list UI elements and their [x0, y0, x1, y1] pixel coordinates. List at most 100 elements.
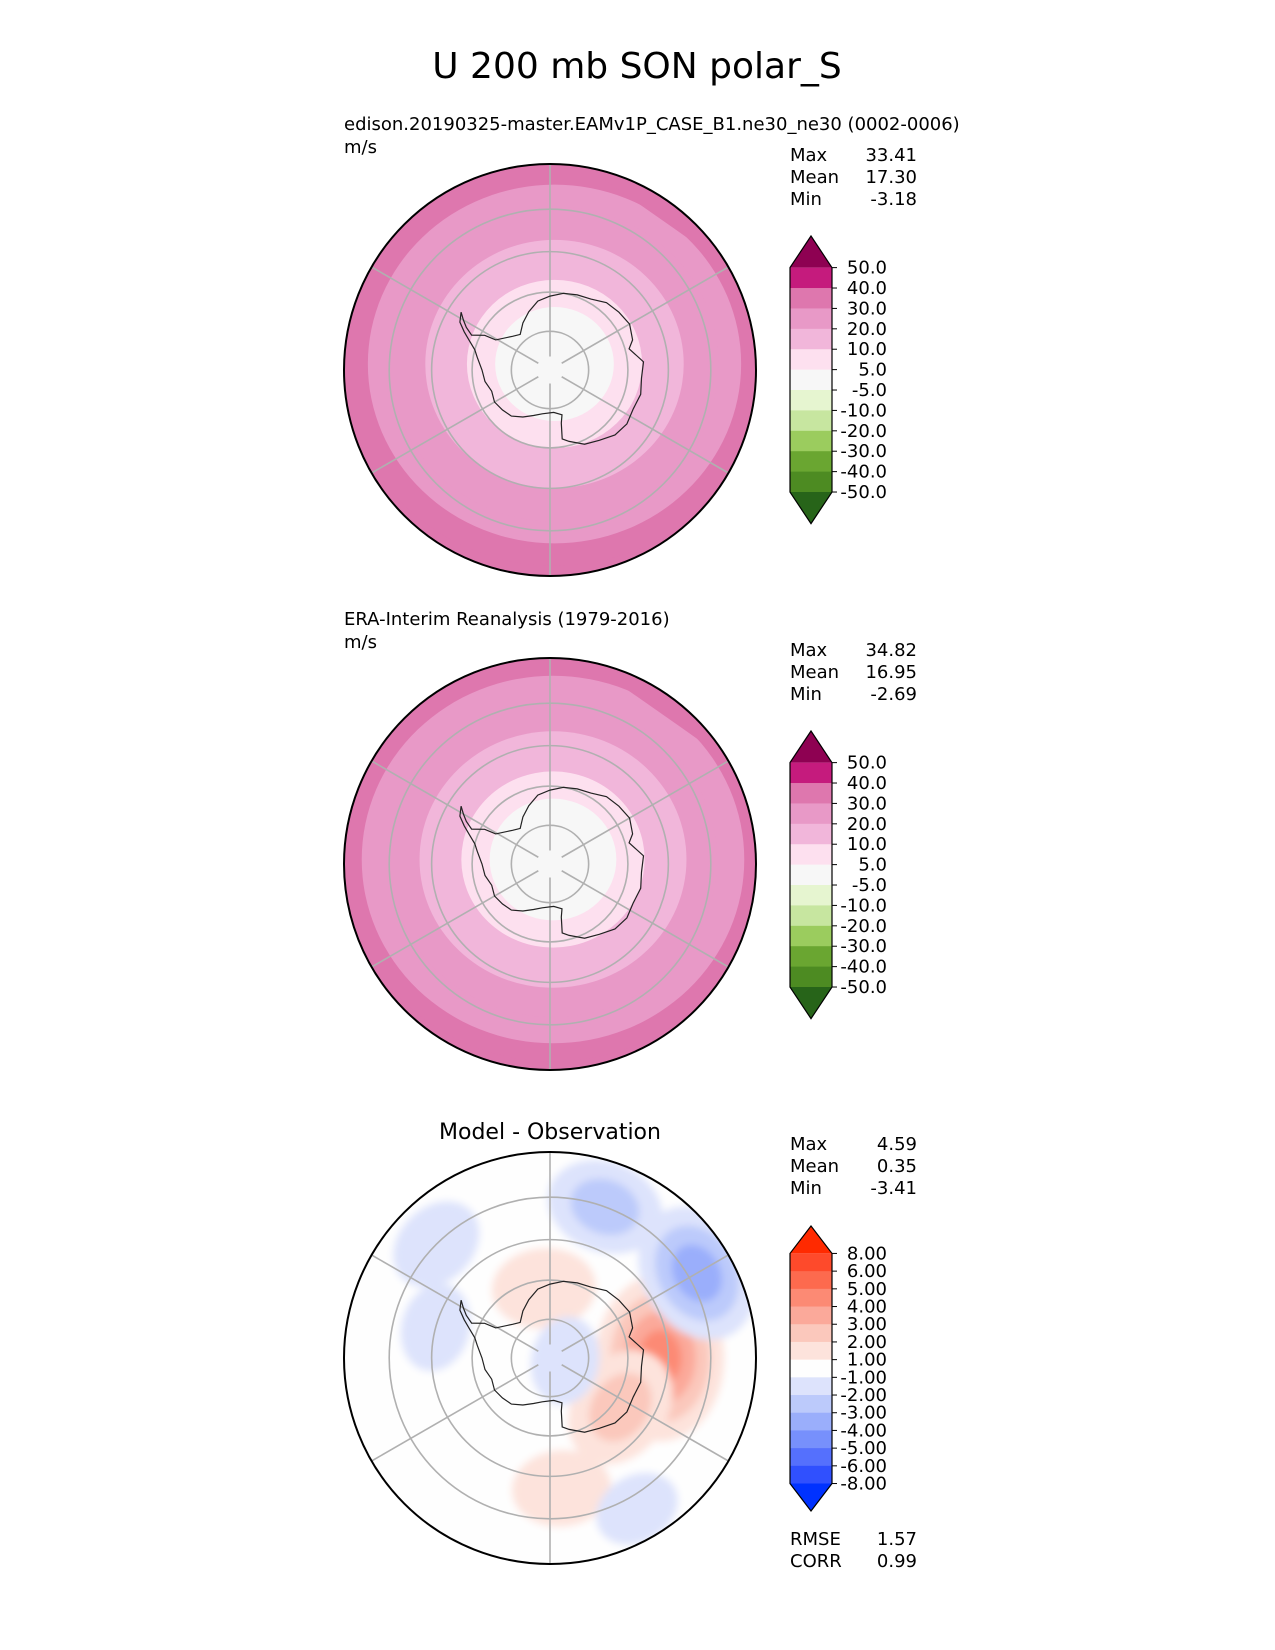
stat-mean-label: Mean — [790, 1156, 839, 1177]
graticule-meridian — [371, 266, 539, 364]
colorbar-segment — [790, 885, 832, 906]
colorbar-tick-label: -20.0 — [840, 421, 887, 442]
graticule-meridian — [561, 1364, 729, 1462]
panel-obs-map-boundary — [343, 657, 757, 1071]
colorbar-tick-label: -5.0 — [852, 875, 887, 896]
graticule-meridian — [371, 760, 539, 858]
colorbar-segment — [790, 1430, 832, 1449]
colorbar-tick-label: -30.0 — [840, 441, 887, 462]
colorbar-segment — [790, 1448, 832, 1467]
stat-rmse-label: RMSE — [790, 1529, 841, 1550]
colorbar-segment — [790, 288, 832, 309]
field-anomaly — [491, 1248, 596, 1329]
colorbar-tick-label: 2.00 — [847, 1332, 887, 1353]
stat-max-value: 33.41 — [865, 145, 917, 166]
panel-diff-colorbar: 8.006.005.004.003.002.001.00-1.00-2.00-3… — [789, 1225, 887, 1512]
stat-min-label: Min — [790, 1178, 822, 1199]
graticule-meridian — [561, 870, 729, 968]
colorbar-tick-label: 5.00 — [847, 1279, 887, 1300]
stat-max-label: Max — [790, 640, 828, 661]
colorbar-segment — [790, 1306, 832, 1325]
panel-model: edison.20190325-master.EAMv1P_CASE_B1.ne… — [343, 114, 960, 577]
panel-obs-units: m/s — [344, 632, 377, 653]
colorbar-tick-label: -8.00 — [840, 1474, 887, 1495]
stat-min-label: Min — [790, 189, 822, 210]
colorbar-tick-label: -2.00 — [840, 1385, 887, 1406]
colorbar-segment — [790, 905, 832, 927]
colorbar-extend-min — [790, 1483, 832, 1511]
colorbar-segment — [790, 783, 832, 804]
panel-obs: ERA-Interim Reanalysis (1979-2016) m/s M… — [343, 609, 917, 1071]
colorbar-tick-label: 20.0 — [847, 319, 887, 340]
stat-mean-value: 16.95 — [865, 662, 917, 683]
colorbar-tick-label: -50.0 — [840, 977, 887, 998]
colorbar-segment — [790, 1253, 832, 1272]
stat-mean-value: 17.30 — [865, 167, 917, 188]
colorbar-tick-label: 8.00 — [847, 1243, 887, 1264]
colorbar-segment — [790, 328, 832, 350]
colorbar-tick-label: 5.0 — [858, 855, 887, 876]
panel-obs-graticule — [371, 658, 729, 1070]
colorbar-segment — [790, 410, 832, 432]
colorbar-tick-label: -40.0 — [840, 957, 887, 978]
colorbar-tick-label: 30.0 — [847, 793, 887, 814]
colorbar-segment — [790, 430, 832, 452]
colorbar-segment — [790, 451, 832, 473]
colorbar-segment — [790, 823, 832, 845]
stat-max-label: Max — [790, 145, 828, 166]
panel-diff-title: Model - Observation — [439, 1120, 661, 1145]
panel-diff-error-stats: RMSE 1.57 CORR 0.99 — [790, 1529, 917, 1572]
colorbar-segment — [790, 1395, 832, 1414]
colorbar-tick-label: -50.0 — [840, 482, 887, 503]
colorbar-segment — [790, 369, 832, 391]
colorbar-segment — [790, 349, 832, 371]
panel-model-map-boundary — [343, 163, 757, 577]
graticule-meridian — [371, 1254, 539, 1352]
field-anomaly — [512, 1450, 611, 1527]
colorbar-tick-label: -5.0 — [852, 380, 887, 401]
colorbar-segment — [790, 925, 832, 947]
colorbar-tick-label: -3.00 — [840, 1403, 887, 1424]
colorbar-tick-label: -10.0 — [840, 895, 887, 916]
colorbar-tick-label: -4.00 — [840, 1420, 887, 1441]
colorbar-tick-label: -1.00 — [840, 1367, 887, 1388]
stat-corr-value: 0.99 — [877, 1551, 917, 1572]
colorbar-tick-label: 20.0 — [847, 814, 887, 835]
colorbar-tick-label: 40.0 — [847, 773, 887, 794]
colorbar-segment — [790, 1377, 832, 1396]
stat-corr-label: CORR — [790, 1551, 842, 1572]
figure-title: U 200 mb SON polar_S — [432, 46, 841, 87]
colorbar-segment — [790, 471, 832, 493]
panel-obs-colorbar: 50.040.030.020.010.05.0-5.0-10.0-20.0-30… — [789, 729, 887, 1020]
colorbar-extend-min — [790, 492, 832, 524]
panel-diff: Model - Observation Max 4.59 Mean 0.35 M… — [343, 1120, 917, 1572]
colorbar-tick-label: 4.00 — [847, 1297, 887, 1318]
stat-max-value: 34.82 — [865, 640, 917, 661]
colorbar-tick-label: -6.00 — [840, 1456, 887, 1477]
colorbar-tick-label: 1.00 — [847, 1350, 887, 1371]
colorbar-extend-max — [790, 1226, 832, 1254]
stat-rmse-value: 1.57 — [877, 1529, 917, 1550]
graticule-meridian — [371, 1364, 539, 1462]
panel-model-colorbar: 50.040.030.020.010.05.0-5.0-10.0-20.0-30… — [789, 234, 887, 525]
graticule-meridian — [561, 760, 729, 858]
panel-model-map-field — [344, 164, 756, 576]
colorbar-extend-min — [790, 987, 832, 1019]
colorbar-segment — [790, 946, 832, 968]
stat-max-value: 4.59 — [877, 1134, 917, 1155]
panel-obs-map-field — [344, 658, 756, 1070]
colorbar-tick-label: -5.00 — [840, 1438, 887, 1459]
stat-min-value: -2.69 — [870, 684, 917, 705]
colorbar-segment — [790, 1288, 832, 1308]
antarctica-coastline — [459, 786, 645, 939]
panel-diff-graticule — [371, 1152, 729, 1564]
colorbar-segment — [790, 390, 832, 411]
colorbar-segment — [790, 1412, 832, 1431]
graticule-meridian — [371, 376, 539, 474]
colorbar-segment — [790, 803, 832, 825]
colorbar-segment — [790, 762, 832, 784]
stat-mean-label: Mean — [790, 662, 839, 683]
stat-max-label: Max — [790, 1134, 828, 1155]
colorbar-segment — [790, 844, 832, 866]
